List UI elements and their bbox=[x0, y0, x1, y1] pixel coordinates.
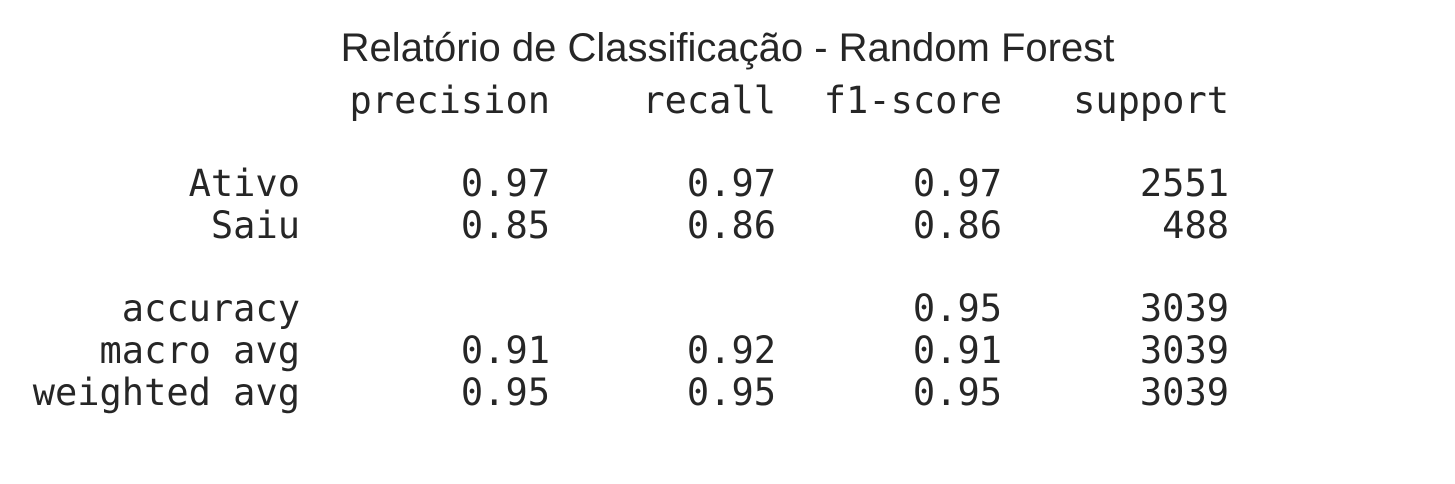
cell-weighted-avg-support: 3039 bbox=[1139, 371, 1229, 414]
cell-saiu-precision: 0.85 bbox=[460, 204, 550, 247]
cell-macro-avg-recall: 0.92 bbox=[686, 329, 776, 372]
cell-macro-avg-f1-score: 0.91 bbox=[912, 329, 1002, 372]
row-label-saiu: Saiu bbox=[210, 204, 300, 247]
cell-accuracy-support: 3039 bbox=[1139, 287, 1229, 330]
column-header-f1-score: f1-score bbox=[823, 79, 1002, 122]
row-label-ativo: Ativo bbox=[188, 162, 300, 205]
column-header-support: support bbox=[1073, 79, 1229, 122]
cell-ativo-f1-score: 0.97 bbox=[912, 162, 1002, 205]
row-label-weighted-avg: weighted avg bbox=[32, 371, 300, 414]
cell-weighted-avg-f1-score: 0.95 bbox=[912, 371, 1002, 414]
cell-macro-avg-support: 3039 bbox=[1139, 329, 1229, 372]
row-label-accuracy: accuracy bbox=[121, 287, 300, 330]
cell-saiu-support: 488 bbox=[1162, 204, 1229, 247]
report-title: Relatório de Classificação - Random Fore… bbox=[340, 26, 1115, 70]
cell-saiu-f1-score: 0.86 bbox=[912, 204, 1002, 247]
cell-ativo-recall: 0.97 bbox=[686, 162, 776, 205]
cell-ativo-precision: 0.97 bbox=[460, 162, 550, 205]
cell-macro-avg-precision: 0.91 bbox=[460, 329, 550, 372]
cell-weighted-avg-recall: 0.95 bbox=[686, 371, 776, 414]
cell-ativo-support: 2551 bbox=[1139, 162, 1229, 205]
cell-weighted-avg-precision: 0.95 bbox=[460, 371, 550, 414]
row-label-macro-avg: macro avg bbox=[99, 329, 300, 372]
cell-saiu-recall: 0.86 bbox=[686, 204, 776, 247]
cell-accuracy-f1-score: 0.95 bbox=[912, 287, 1002, 330]
column-header-recall: recall bbox=[642, 79, 776, 122]
column-header-precision: precision bbox=[349, 79, 550, 122]
